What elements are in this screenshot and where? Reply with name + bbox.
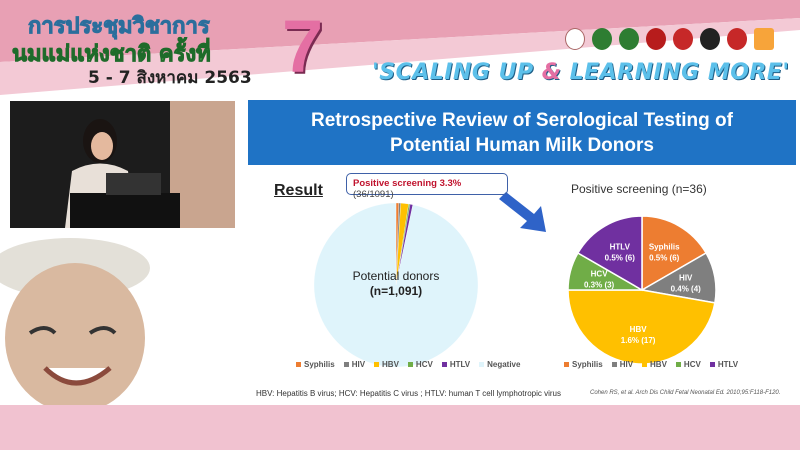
pie-slice-negative	[313, 202, 479, 368]
slice-category-label: Syphilis	[649, 243, 680, 252]
arrow-icon	[499, 192, 546, 232]
positive-pie-legend: Syphilis HIV HBV HCV HTLV	[564, 360, 738, 369]
slice-value-label: 0.3% (3)	[584, 281, 615, 290]
legend-item-negative: Negative	[479, 360, 520, 369]
slogan: 'SCALING UP & LEARNING MORE'	[372, 60, 790, 85]
conference-title-line2: นมแม่แห่งชาติ ครั้งที่	[12, 42, 212, 68]
legend-item-syphilis: Syphilis	[564, 360, 603, 369]
slice-category-label: HTLV	[610, 243, 631, 252]
legend-item-hbv: HBV	[642, 360, 667, 369]
legend-item-hcv: HCV	[675, 360, 701, 369]
citation: Cohen RS, et al. Arch Dis Child Fetal Ne…	[590, 390, 781, 396]
donor-pie-chart: Potential donors(n=1,091) Syphilis 0.5% (6…	[313, 192, 717, 368]
pie-slice-syphilis	[641, 215, 708, 292]
edition-number: 7	[282, 5, 324, 88]
slice-value-label: 0.5% (6)	[649, 254, 680, 263]
result-heading: Result	[274, 182, 323, 199]
conference-date: 5 - 7 สิงหาคม 2563	[88, 68, 252, 88]
slide-title: Retrospective Review of Serological Test…	[248, 100, 796, 165]
legend-item-hiv: HIV	[611, 360, 633, 369]
legend-item-hiv: HIV	[343, 360, 365, 369]
pie-center-label: Potential donors	[353, 269, 440, 283]
legend-item-syphilis: Syphilis	[296, 360, 335, 369]
abbreviation-footnote: HBV: Hepatitis B virus; HCV: Hepatitis C…	[256, 389, 561, 398]
pie-slice-htlv	[576, 215, 643, 292]
slice-value-label: 0.5% (6)	[605, 254, 636, 263]
positive-screening-callout: Positive screening 3.3% (36/1091)	[346, 173, 508, 200]
slice-category-label: HIV	[679, 273, 693, 282]
sponsor-logos	[565, 28, 774, 50]
legend-item-htlv: HTLV	[709, 360, 738, 369]
conference-banner: การประชุมวิชาการ นมแม่แห่งชาติ ครั้งที่ …	[0, 0, 800, 100]
pie-center-sublabel: (n=1,091)	[370, 284, 422, 298]
slice-value-label: 1.6% (17)	[621, 336, 656, 345]
slice-category-label: HBV	[630, 325, 648, 334]
presentation-slide: Retrospective Review of Serological Test…	[248, 100, 796, 405]
conference-title-line1: การประชุมวิชาการ	[28, 14, 211, 40]
legend-item-hbv: HBV	[374, 360, 399, 369]
legend-item-hcv: HCV	[407, 360, 433, 369]
legend-item-htlv: HTLV	[441, 360, 470, 369]
speaker-video	[10, 101, 235, 228]
slice-category-label: HCV	[591, 270, 609, 279]
positive-pie-title: Positive screening (n=36)	[571, 182, 707, 196]
donor-pie-legend: Syphilis HIV HBV HCV HTLV Negative	[296, 360, 520, 369]
pie-slice-hbv	[567, 289, 716, 365]
slice-value-label: 0.4% (4)	[671, 284, 702, 293]
bottom-band	[0, 405, 800, 450]
